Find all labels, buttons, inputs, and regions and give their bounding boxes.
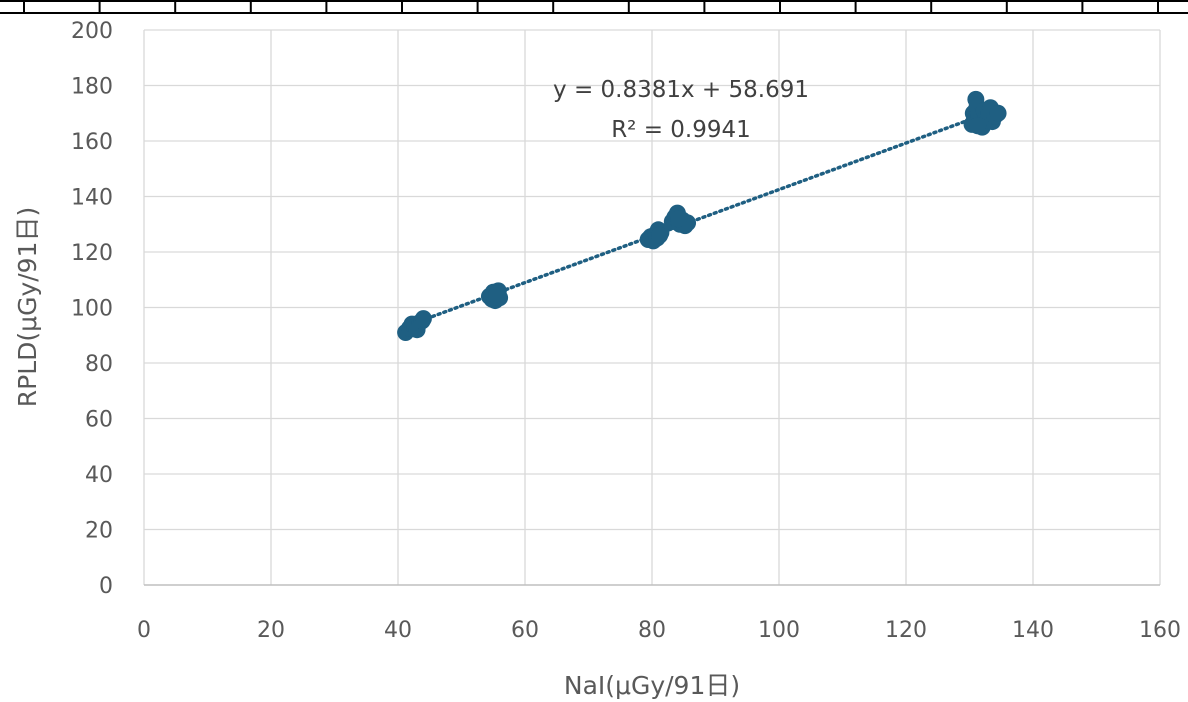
- trendline-path: [402, 106, 1003, 329]
- x-tick-label: 0: [137, 618, 151, 643]
- x-tick-label: 120: [885, 618, 927, 643]
- y-tick-label: 80: [85, 352, 113, 377]
- x-tick-label: 20: [257, 618, 285, 643]
- top-border-rule: [0, 0, 1188, 14]
- data-points: [397, 90, 1007, 341]
- x-tick-label: 100: [758, 618, 800, 643]
- x-axis-ticks: 0 20 40 60 80 100 120 140 160: [137, 618, 1181, 643]
- x-tick-label: 40: [384, 618, 412, 643]
- y-tick-label: 140: [71, 186, 113, 211]
- y-tick-label: 60: [85, 408, 113, 433]
- x-tick-label: 140: [1012, 618, 1054, 643]
- y-tick-label: 100: [71, 297, 113, 322]
- y-tick-label: 120: [71, 241, 113, 266]
- chart-gridlines: [143, 29, 1161, 586]
- r-squared-label: R² = 0.9941: [611, 117, 751, 143]
- x-axis-title: NaI(μGy/91日): [564, 671, 740, 700]
- data-point: [414, 310, 432, 328]
- y-axis-title: RPLD(μGy/91日): [13, 207, 42, 407]
- y-tick-label: 180: [71, 75, 113, 100]
- x-tick-label: 80: [638, 618, 666, 643]
- x-tick-label: 60: [511, 618, 539, 643]
- trendline: [402, 106, 1003, 329]
- trendline-equation: y = 0.8381x + 58.691: [553, 77, 809, 103]
- y-axis-ticks: 0 20 40 60 80 100 120 140 160 180 200: [71, 19, 113, 599]
- data-point: [969, 117, 987, 135]
- y-tick-label: 160: [71, 130, 113, 155]
- data-point: [670, 210, 688, 228]
- y-tick-label: 200: [71, 19, 113, 44]
- data-point: [651, 226, 669, 244]
- y-tick-label: 40: [85, 463, 113, 488]
- x-tick-label: 160: [1139, 618, 1181, 643]
- data-point: [488, 285, 506, 303]
- y-tick-label: 0: [99, 574, 113, 599]
- y-tick-label: 20: [85, 519, 113, 544]
- data-point: [989, 104, 1007, 122]
